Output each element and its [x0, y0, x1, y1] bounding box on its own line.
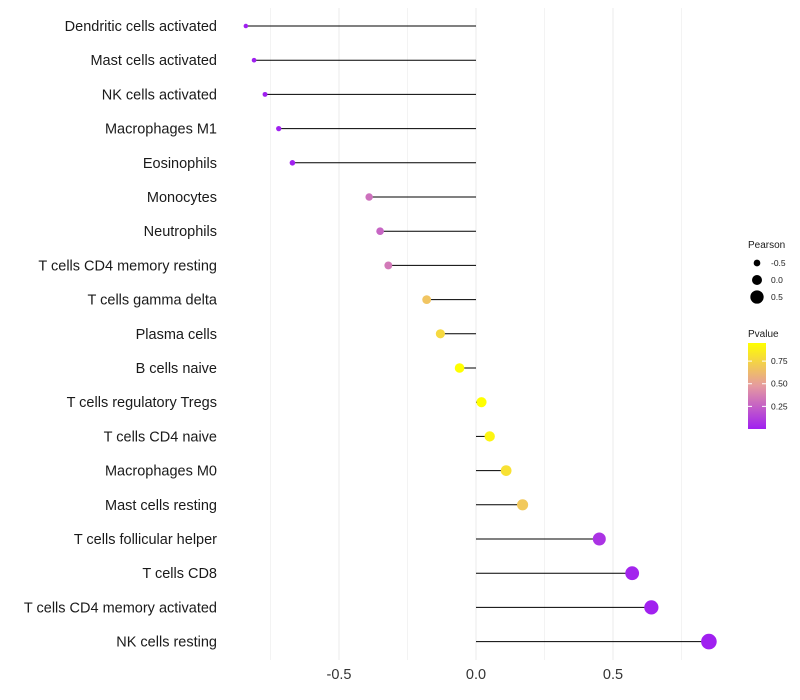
category-label: Plasma cells	[136, 327, 217, 343]
lollipop-point	[376, 227, 384, 236]
size-legend-key	[752, 275, 762, 285]
category-label: T cells follicular helper	[74, 532, 217, 548]
x-tick-label: 0.0	[466, 667, 486, 683]
lollipop-point	[289, 160, 296, 166]
lollipop-point	[435, 329, 445, 339]
category-label: Macrophages M1	[105, 122, 217, 138]
lollipop-point	[251, 57, 257, 63]
category-label: T cells CD4 naive	[104, 429, 217, 445]
color-legend-label: 0.25	[771, 401, 788, 411]
category-label: B cells naive	[136, 361, 217, 377]
lollipop-point	[644, 600, 659, 615]
lollipop-point	[625, 566, 640, 581]
size-legend-key	[750, 290, 764, 304]
lollipop-point	[384, 261, 393, 270]
category-label: Mast cells activated	[90, 53, 217, 69]
category-label: Eosinophils	[143, 156, 217, 172]
size-legend: Pearson -0.5 0.0 0.5	[748, 240, 786, 304]
color-legend: Pvalue 0.75 0.50 0.25	[748, 329, 788, 429]
category-label: Neutrophils	[144, 224, 217, 240]
size-legend-label: -0.5	[771, 258, 786, 268]
category-labels: Dendritic cells activated Mast cells acti…	[24, 19, 218, 651]
lollipop-point	[701, 633, 717, 650]
lollipop-point	[365, 193, 373, 201]
category-label: Mast cells resting	[105, 498, 217, 514]
category-label: T cells gamma delta	[88, 293, 218, 309]
color-legend-label: 0.75	[771, 356, 788, 366]
category-label: T cells CD4 memory resting	[38, 258, 217, 274]
lollipop-stems	[245, 25, 709, 643]
lollipop-point	[500, 465, 512, 476]
lollipop-point	[422, 295, 432, 305]
size-legend-label: 0.0	[771, 275, 783, 285]
x-tick-label: -0.5	[327, 667, 352, 683]
size-legend-title: Pearson	[748, 240, 785, 251]
size-legend-key	[753, 259, 761, 267]
category-label: Macrophages M0	[105, 464, 217, 480]
category-label: NK cells activated	[102, 87, 217, 103]
lollipop-point	[262, 91, 268, 97]
lollipop-point	[454, 363, 465, 373]
lollipop-points	[243, 23, 717, 650]
category-label: Dendritic cells activated	[65, 19, 217, 35]
grid-lines	[270, 8, 682, 660]
lollipop-point	[517, 499, 529, 511]
category-label: T cells CD4 memory activated	[24, 600, 217, 616]
category-label: T cells regulatory Tregs	[67, 395, 217, 411]
size-legend-label: 0.5	[771, 292, 783, 302]
category-label: Monocytes	[147, 190, 217, 206]
color-legend-label: 0.50	[771, 379, 788, 389]
x-tick-label: 0.5	[603, 667, 623, 683]
color-legend-bar	[748, 343, 766, 429]
lollipop-point	[592, 532, 606, 546]
category-label: T cells CD8	[142, 566, 217, 582]
lollipop-point	[476, 397, 487, 408]
lollipop-point	[276, 125, 282, 132]
category-label: NK cells resting	[116, 635, 217, 651]
color-legend-title: Pvalue	[748, 329, 779, 340]
lollipop-point	[484, 431, 495, 442]
x-axis-ticks: -0.5 0.0 0.5	[327, 667, 624, 683]
lollipop-point	[243, 23, 249, 29]
